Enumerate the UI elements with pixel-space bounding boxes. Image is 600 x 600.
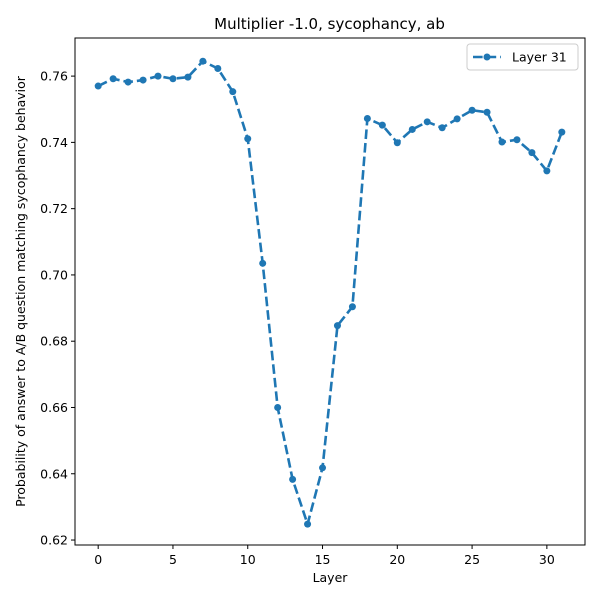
- x-tick-label: 20: [389, 552, 405, 567]
- y-tick-label: 0.76: [40, 69, 68, 84]
- y-tick-label: 0.68: [40, 334, 68, 349]
- x-tick-label: 0: [94, 552, 102, 567]
- plot-frame: [74, 37, 586, 546]
- data-point: [468, 106, 476, 114]
- data-point: [423, 118, 431, 126]
- data-point: [94, 82, 102, 90]
- data-point: [378, 121, 386, 129]
- data-point: [453, 115, 461, 123]
- series-line: [97, 59, 564, 526]
- chart-title: Multiplier -1.0, sycophancy, ab: [214, 15, 445, 33]
- data-point: [513, 136, 521, 144]
- data-point: [543, 167, 551, 175]
- y-axis-ticks: 0.62 0.64 0.66 0.68 0.70 0.72 0.74 0.76: [40, 69, 75, 548]
- y-axis-label: Probability of answer to A/B question ma…: [13, 75, 28, 507]
- data-point: [333, 322, 341, 330]
- data-point: [199, 57, 207, 65]
- data-point: [124, 78, 132, 86]
- y-tick-label: 0.62: [40, 533, 68, 548]
- data-point: [408, 125, 416, 133]
- x-tick-label: 10: [240, 552, 256, 567]
- data-point: [363, 115, 371, 123]
- y-tick-label: 0.72: [40, 201, 68, 216]
- legend: Layer 31: [466, 43, 579, 71]
- data-point: [289, 475, 297, 483]
- data-point: [558, 128, 566, 136]
- data-point: [438, 124, 446, 132]
- x-axis-ticks: 0 5 10 15 20 25 30: [94, 545, 555, 567]
- x-tick-label: 5: [169, 552, 177, 567]
- data-point: [244, 135, 252, 143]
- data-point: [483, 108, 491, 116]
- y-tick-label: 0.74: [40, 135, 68, 150]
- data-point: [274, 403, 282, 411]
- data-point: [348, 303, 356, 311]
- y-tick-label: 0.70: [40, 267, 68, 282]
- legend-box: [466, 43, 579, 71]
- data-point: [304, 520, 312, 528]
- x-axis-label: Layer: [313, 570, 349, 585]
- data-point: [259, 259, 267, 267]
- data-point: [109, 75, 117, 83]
- data-point: [139, 76, 147, 84]
- legend-label: Layer 31: [512, 50, 567, 65]
- data-point: [393, 139, 401, 147]
- data-point: [154, 72, 162, 80]
- y-tick-label: 0.66: [40, 400, 68, 415]
- series-layer: [94, 57, 566, 528]
- data-point: [214, 64, 222, 72]
- y-tick-label: 0.64: [40, 466, 68, 481]
- data-point: [184, 73, 192, 81]
- legend-marker-sample: [483, 53, 491, 61]
- x-tick-label: 15: [315, 552, 331, 567]
- x-tick-label: 25: [464, 552, 480, 567]
- x-tick-label: 30: [539, 552, 555, 567]
- data-point: [169, 75, 177, 83]
- data-point: [229, 88, 237, 96]
- data-point: [498, 138, 506, 146]
- data-point: [528, 149, 536, 157]
- data-point: [319, 464, 327, 472]
